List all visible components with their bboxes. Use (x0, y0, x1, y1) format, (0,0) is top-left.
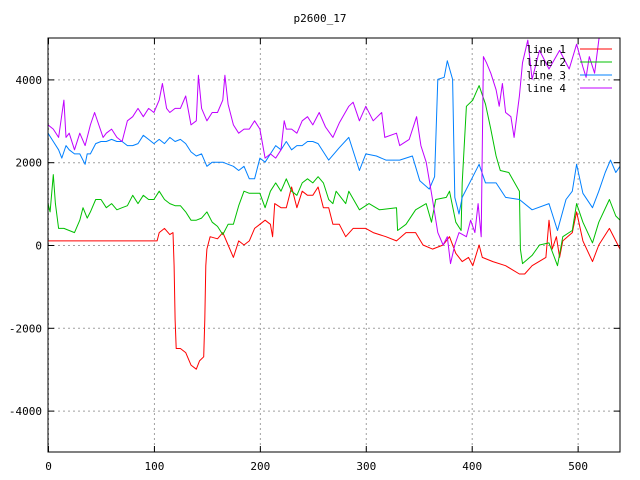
y-tick-label: -2000 (9, 322, 42, 335)
series-line-1 (48, 186, 620, 370)
legend-label: line 4 (526, 82, 566, 95)
series-line-2 (48, 85, 620, 267)
plot-border (47, 37, 621, 453)
y-tick-label: -4000 (9, 405, 42, 418)
series-group (48, 38, 620, 370)
legend-label: line 2 (526, 56, 566, 69)
series-line-3 (48, 60, 620, 231)
x-tick-label: 300 (356, 460, 376, 473)
y-tick-label: 2000 (16, 157, 43, 170)
axis-ticks: -4000 -2000 0 2000 4000 0 100 200 300 400 500 (9, 38, 620, 473)
x-tick-label: 0 (45, 460, 52, 473)
x-tick-label: 400 (462, 460, 482, 473)
x-tick-label: 100 (144, 460, 164, 473)
series-line-4 (48, 38, 600, 265)
y-tick-label: 0 (35, 240, 42, 253)
y-tick-label: 4000 (16, 74, 43, 87)
x-tick-label: 500 (568, 460, 588, 473)
legend-label: line 1 (526, 43, 566, 56)
grid (48, 38, 620, 452)
legend-label: line 3 (526, 69, 566, 82)
x-tick-label: 200 (250, 460, 270, 473)
chart-title: p2600_17 (294, 12, 347, 25)
